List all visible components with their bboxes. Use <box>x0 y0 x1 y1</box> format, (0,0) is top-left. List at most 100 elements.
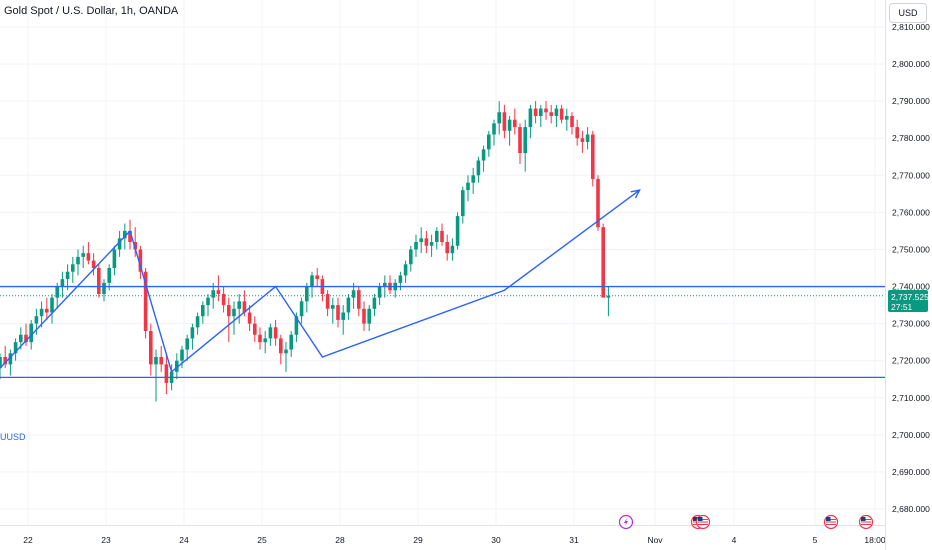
x-tick-label: 25 <box>257 535 267 545</box>
candle-body <box>180 349 184 361</box>
y-tick-label: 2,810.000 <box>892 22 930 32</box>
candle-body <box>143 271 148 332</box>
candle-body <box>86 253 91 261</box>
x-tick-label: 4 <box>732 535 737 545</box>
candle-body <box>331 305 335 309</box>
y-tick-label: 2,750.000 <box>892 244 930 254</box>
candle-body <box>575 127 579 139</box>
y-tick-label: 2,740.000 <box>892 282 930 292</box>
candle-body <box>71 264 75 272</box>
current-price: 2,737.525 <box>891 292 929 302</box>
candle-body <box>383 282 387 287</box>
currency-badge[interactable]: USD <box>889 3 927 23</box>
candle-body <box>461 190 465 217</box>
y-tick-label: 2,700.000 <box>892 430 930 440</box>
candle-body <box>258 334 262 343</box>
candle-body <box>211 290 215 298</box>
candle-body <box>518 127 522 154</box>
flag-canton <box>698 517 703 521</box>
candle-body <box>227 305 231 317</box>
y-tick-label: 2,710.000 <box>892 393 930 403</box>
candle-body <box>336 305 340 320</box>
candle-body <box>398 275 403 283</box>
candle-body <box>455 216 460 246</box>
candle-body <box>112 249 117 268</box>
candle-body <box>549 112 553 116</box>
candle-body <box>419 238 423 243</box>
candle-body <box>247 312 252 324</box>
candle-body <box>242 301 247 313</box>
candle-body <box>289 334 293 350</box>
y-tick-label: 2,690.000 <box>892 467 930 477</box>
zigzag-drawing-path <box>0 189 641 374</box>
candle-body <box>65 271 70 280</box>
candle-body <box>351 290 356 298</box>
y-tick-label: 2,730.000 <box>892 319 930 329</box>
y-tick-label: 2,680.000 <box>892 504 930 514</box>
candle-body <box>76 256 80 265</box>
candle-body <box>346 297 351 313</box>
candle-body <box>154 356 158 365</box>
candle-body <box>164 364 169 383</box>
candle-body <box>487 134 491 150</box>
candle-body <box>97 268 101 294</box>
candle-body <box>55 286 59 298</box>
candle-body <box>284 349 288 354</box>
candle-body <box>497 112 501 124</box>
candle-body <box>409 249 413 265</box>
candle-body <box>445 242 449 254</box>
candle-body <box>128 230 132 243</box>
candle-body <box>81 253 85 257</box>
candle-body <box>34 316 39 324</box>
candle-body <box>190 327 195 339</box>
candle-body <box>580 138 585 142</box>
bar-countdown: 27:51 <box>891 302 913 312</box>
candle-body <box>414 242 418 250</box>
symbol-left-label: UUSD <box>0 432 26 442</box>
x-tick-label: 30 <box>491 535 501 545</box>
candle-body <box>221 293 226 306</box>
x-tick-label: 18:00 <box>864 535 886 545</box>
candle-body <box>216 290 221 294</box>
candle-body <box>502 112 507 131</box>
candle-body <box>424 238 429 246</box>
candle-body <box>440 230 444 243</box>
candle-body <box>268 327 273 339</box>
candle-body <box>237 301 241 309</box>
candle-body <box>24 334 28 343</box>
candle-body <box>310 275 314 287</box>
x-tick-label: 31 <box>569 535 579 545</box>
candle-body <box>533 108 538 116</box>
candle-body <box>45 308 49 313</box>
candle-body <box>3 356 7 365</box>
candle-body <box>450 245 455 254</box>
candle-body <box>367 308 371 324</box>
candle-body <box>60 279 65 287</box>
candle-body <box>185 338 189 350</box>
candle-body <box>585 134 590 142</box>
candle-body <box>102 282 106 294</box>
candle-body <box>8 353 13 365</box>
candle-body <box>513 119 517 128</box>
x-tick-label: 29 <box>413 535 423 545</box>
candle-body <box>279 338 283 354</box>
candle-body <box>341 312 345 320</box>
candle-body <box>544 108 548 113</box>
candle-body <box>466 182 470 191</box>
candle-body <box>471 175 475 183</box>
candle-body <box>39 308 44 317</box>
candle-body <box>362 308 366 324</box>
candle-body <box>195 316 200 328</box>
candle-body <box>138 249 143 272</box>
x-tick-label: 23 <box>101 535 111 545</box>
candle-body <box>554 108 559 116</box>
candle-body <box>591 134 595 180</box>
candle-body <box>325 293 330 309</box>
candle-body <box>253 323 257 335</box>
candle-body <box>565 115 569 120</box>
flag-canton <box>693 517 698 521</box>
y-tick-label: 2,760.000 <box>892 207 930 217</box>
candle-body <box>159 356 163 365</box>
